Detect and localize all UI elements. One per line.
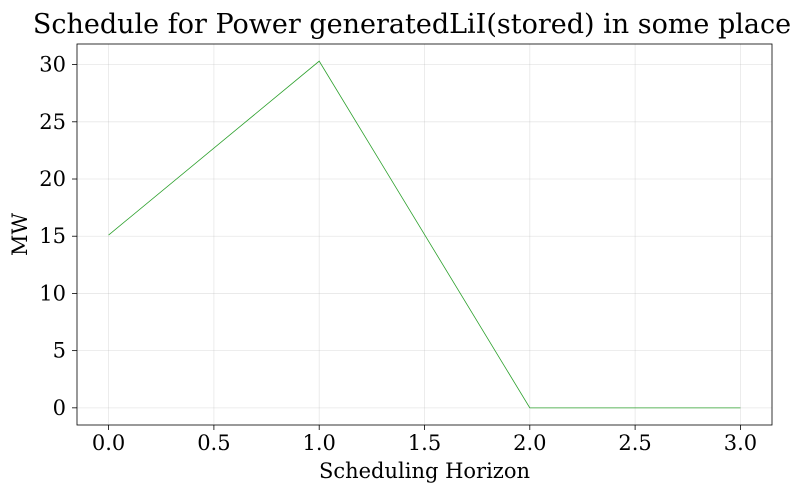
y-tick-label: 10 <box>39 281 66 305</box>
x-tick-label: 0.5 <box>197 431 230 455</box>
y-tick-label: 25 <box>39 110 66 134</box>
x-tick-label: 3.0 <box>724 431 757 455</box>
y-tick-label: 15 <box>39 224 66 248</box>
x-tick-label: 2.5 <box>618 431 651 455</box>
x-tick-label: 1.5 <box>408 431 441 455</box>
chart-title: Schedule for Power generatedLiI(stored) … <box>33 9 791 40</box>
x-axis-label: Scheduling Horizon <box>319 459 530 483</box>
x-tick-label: 0.0 <box>92 431 125 455</box>
y-tick-label: 5 <box>53 339 66 363</box>
y-tick-label: 0 <box>53 396 66 420</box>
x-axis: 0.0 0.5 1.0 1.5 2.0 2.5 3.0 <box>92 425 757 455</box>
y-tick-label: 30 <box>39 53 66 77</box>
series-layer <box>108 60 741 409</box>
x-tick-label: 2.0 <box>513 431 546 455</box>
series-line <box>108 60 741 409</box>
y-axis: 0 5 10 15 20 25 30 <box>39 53 77 420</box>
y-axis-label: MW <box>8 213 32 257</box>
x-tick-label: 1.0 <box>302 431 335 455</box>
grid <box>77 44 772 425</box>
y-tick-label: 20 <box>39 167 66 191</box>
